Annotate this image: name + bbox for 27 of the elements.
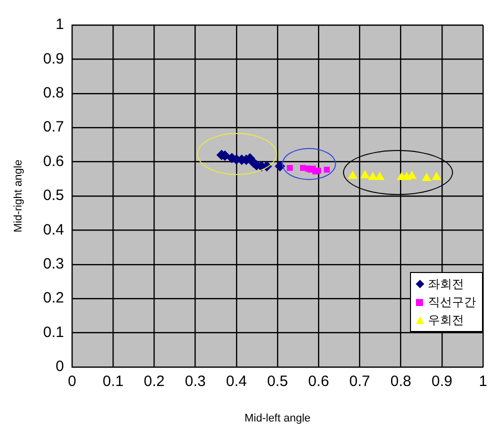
legend-label: 좌회전 <box>428 276 464 293</box>
y-tick-label: 0.9 <box>43 50 64 68</box>
y-tick-label: 0.4 <box>43 221 64 238</box>
y-tick-label: 0.2 <box>43 290 64 307</box>
x-tick-label: 0.1 <box>102 373 124 390</box>
x-tick-label: 0.6 <box>308 373 330 390</box>
legend-label: 우회전 <box>428 312 464 329</box>
y-tick-label: 0.8 <box>43 84 64 102</box>
legend-label: 직선구간 <box>428 294 476 311</box>
x-tick-label: 0.9 <box>431 373 452 390</box>
y-tick-label: 0.7 <box>43 118 64 136</box>
x-tick-label: 1 <box>478 373 488 390</box>
x-tick-label: 0.3 <box>184 373 206 390</box>
y-tick-label: 1 <box>56 16 64 34</box>
y-tick-label: 0.6 <box>43 152 64 170</box>
y-tick-label: 0.5 <box>43 187 64 204</box>
x-tick-label: 0.4 <box>226 373 247 390</box>
y-tick-label: 0.1 <box>43 324 64 341</box>
x-tick-label: 0.8 <box>390 373 412 390</box>
y-tick-label: 0 <box>56 358 64 376</box>
y-axis-title: Mid-right angle <box>12 160 25 232</box>
x-tick-label: 0.2 <box>144 373 165 390</box>
x-tick-label: 0.7 <box>349 373 370 390</box>
x-tick-label: 0.5 <box>267 373 288 390</box>
y-tick-label: 0.3 <box>43 256 64 273</box>
x-axis-title: Mid-left angle <box>244 412 311 424</box>
x-tick-label: 0 <box>68 373 76 390</box>
